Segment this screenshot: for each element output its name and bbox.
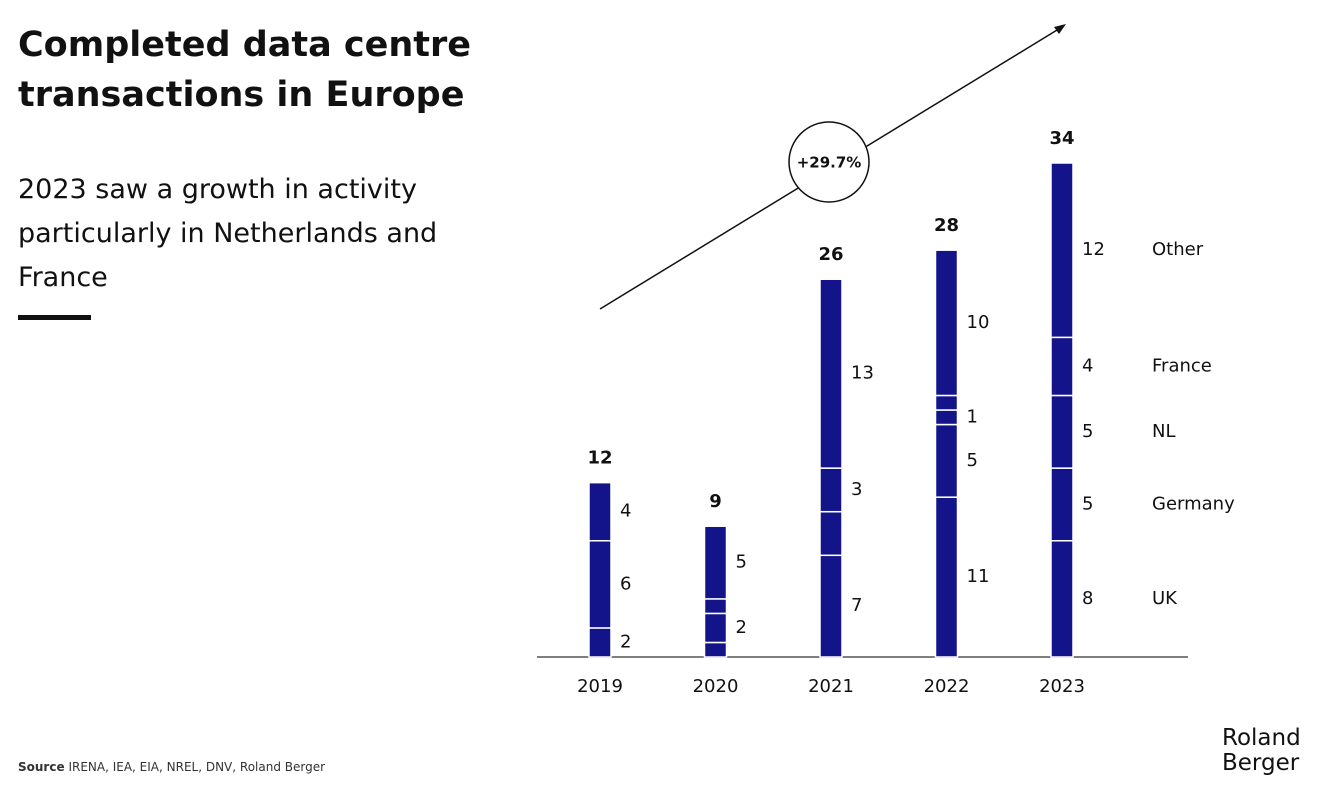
value-label: 7 xyxy=(851,595,862,616)
value-label: 6 xyxy=(620,573,631,594)
total-label: 9 xyxy=(709,491,722,512)
value-label: 5 xyxy=(736,552,747,573)
value-label: 13 xyxy=(851,363,874,384)
bar-segment xyxy=(934,409,959,426)
value-label: 4 xyxy=(1082,355,1093,376)
value-label: 5 xyxy=(967,450,978,471)
bar-segment xyxy=(703,525,728,600)
source-label: Source xyxy=(18,760,65,774)
bar-segment xyxy=(934,423,959,498)
x-tick-label: 2020 xyxy=(693,676,739,697)
x-tick-label: 2023 xyxy=(1039,676,1085,697)
value-label: 10 xyxy=(967,312,990,333)
growth-label: +29.7% xyxy=(797,154,862,172)
bar-segment xyxy=(934,496,959,658)
bar-segment xyxy=(934,394,959,411)
x-tick-label: 2022 xyxy=(924,676,970,697)
total-label: 26 xyxy=(818,244,843,265)
bar-segment xyxy=(588,481,612,542)
legend-label: Germany xyxy=(1152,493,1235,514)
bar-segment xyxy=(703,612,728,644)
bar-segment xyxy=(1050,162,1074,339)
value-label: 4 xyxy=(620,501,631,522)
legend-label: France xyxy=(1152,355,1212,376)
source-text: IRENA, IEA, EIA, NREL, DNV, Roland Berge… xyxy=(68,760,326,774)
bar-segment xyxy=(819,467,843,513)
subtitle: 2023 saw a growth in activity particular… xyxy=(18,174,438,293)
bar-segment xyxy=(1050,336,1074,397)
x-tick-label: 2021 xyxy=(808,676,854,697)
bar-segment xyxy=(588,627,612,658)
value-label: 8 xyxy=(1082,588,1093,609)
bar-segment xyxy=(1050,467,1074,542)
bar-segment xyxy=(1050,394,1074,469)
value-label: 1 xyxy=(967,406,978,427)
title: Completed data centre transactions in Eu… xyxy=(18,25,472,115)
bar-segment xyxy=(819,278,843,469)
brand: Roland Berger xyxy=(1222,725,1301,776)
bar-segment xyxy=(934,249,959,397)
bar-segment xyxy=(819,554,843,658)
value-label: 11 xyxy=(967,566,990,587)
bar-segment xyxy=(1050,540,1074,658)
x-tick-label: 2019 xyxy=(577,676,623,697)
legend-label: UK xyxy=(1152,588,1178,609)
value-label: 2 xyxy=(736,617,747,638)
divider xyxy=(18,315,91,320)
growth-circle xyxy=(788,121,870,203)
value-label: 5 xyxy=(1082,493,1093,514)
arrow-head xyxy=(1054,24,1066,34)
legend-label: Other xyxy=(1152,239,1204,260)
value-label: 2 xyxy=(620,631,631,652)
value-label: 5 xyxy=(1082,421,1093,442)
bar-segment xyxy=(588,540,612,629)
bar-segment xyxy=(819,510,843,557)
bar-segment xyxy=(703,641,728,658)
value-label: 12 xyxy=(1082,239,1105,260)
source: Source IRENA, IEA, EIA, NREL, DNV, Rolan… xyxy=(18,760,325,774)
bar-segment xyxy=(703,598,728,615)
total-label: 28 xyxy=(934,215,959,236)
total-label: 12 xyxy=(587,448,612,469)
value-label: 3 xyxy=(851,479,862,500)
legend-label: NL xyxy=(1152,421,1176,442)
total-label: 34 xyxy=(1049,128,1074,149)
